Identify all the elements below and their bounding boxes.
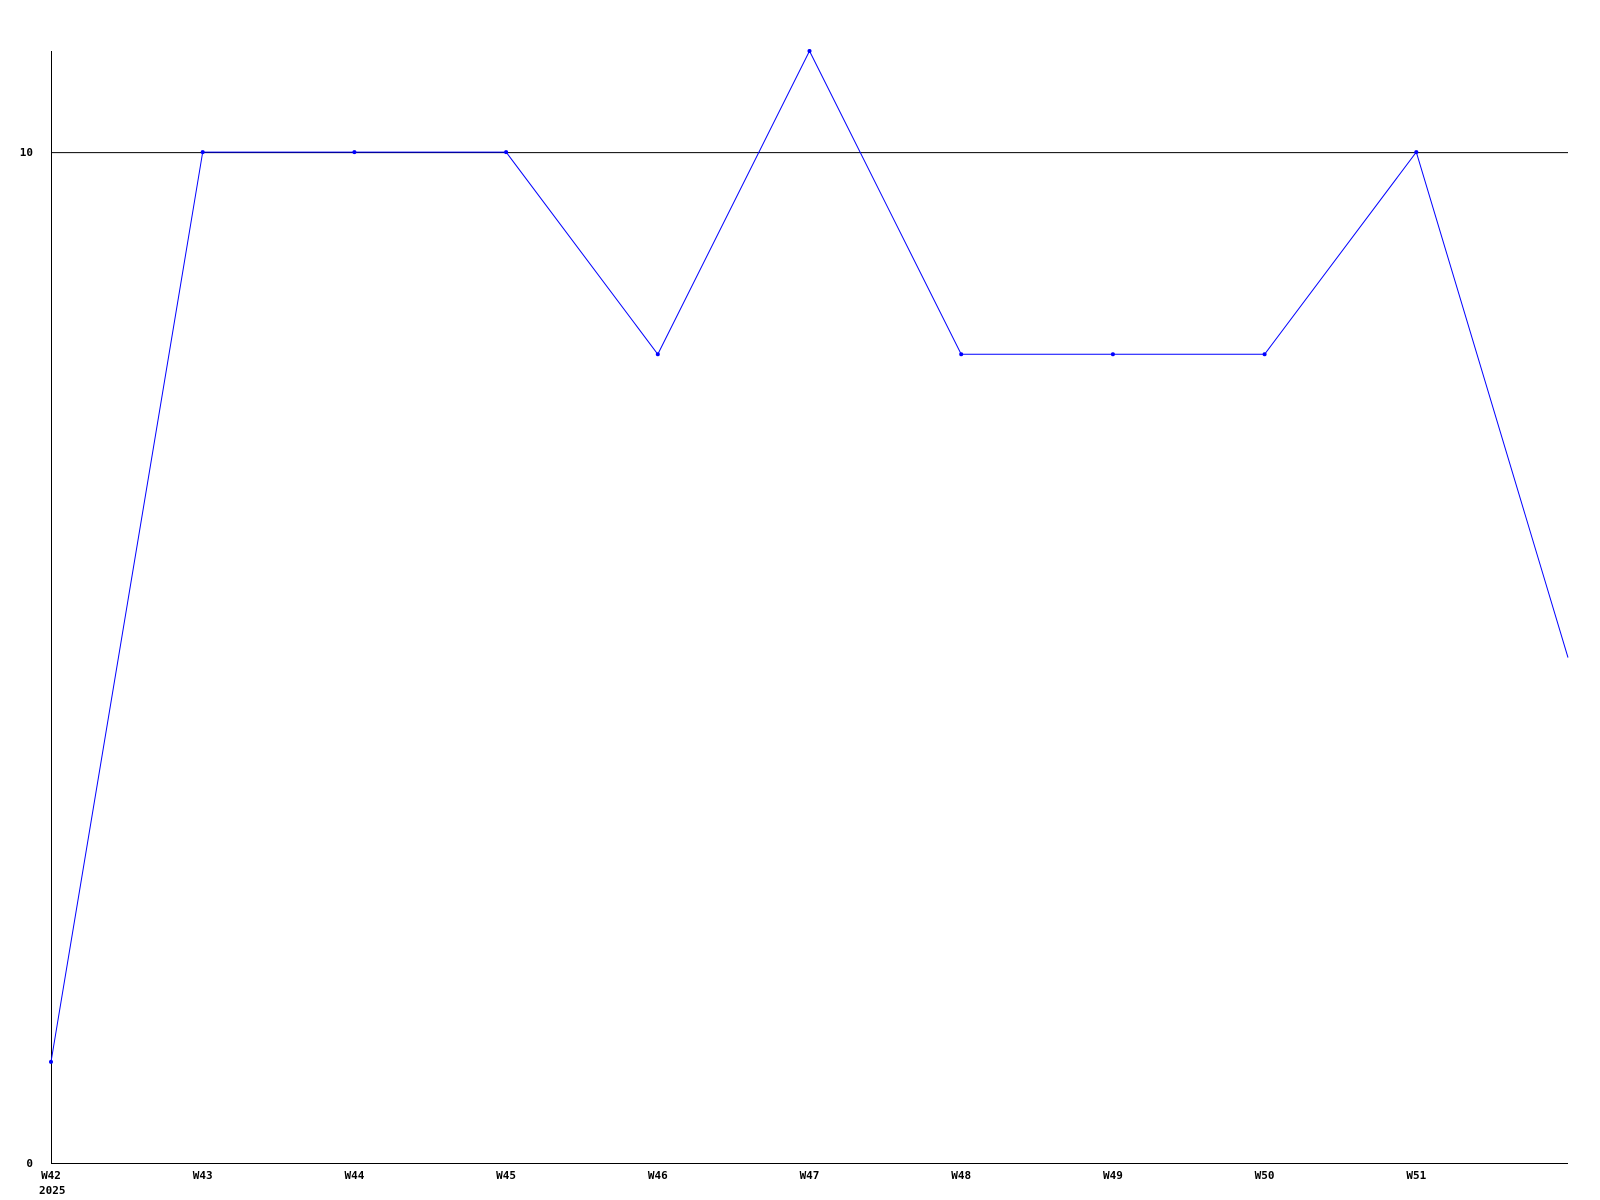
x-tick-label: W42 (41, 1169, 61, 1182)
x-tick-label: W43 (193, 1169, 213, 1182)
data-point (655, 352, 660, 357)
data-point (959, 352, 964, 357)
y-tick-label: 10 (20, 146, 33, 159)
y-tick-labels: 0 10 (20, 146, 33, 1170)
x-tick-label: W50 (1255, 1169, 1275, 1182)
x-tick-label: W46 (648, 1169, 668, 1182)
data-point (200, 150, 205, 155)
x-tick-label: W49 (1103, 1169, 1123, 1182)
x-tick-label: W51 (1406, 1169, 1426, 1182)
data-point (504, 150, 509, 155)
x-tick-label: W44 (344, 1169, 364, 1182)
x-tick-labels: W42 W43 W44 W45 W46 W47 W48 W49 W50 W51 (41, 1169, 1427, 1182)
data-point (807, 49, 812, 53)
data-point (1110, 352, 1115, 357)
data-point (49, 1059, 53, 1064)
series-line (50, 49, 1569, 1062)
y-tick-label: 0 (26, 1157, 33, 1170)
data-point (1414, 150, 1419, 155)
x-tick-label: W48 (951, 1169, 971, 1182)
data-point (352, 150, 357, 155)
axes (51, 51, 1568, 1164)
x-tick-label: W45 (496, 1169, 516, 1182)
x-year-label: 2025 (39, 1184, 66, 1197)
data-point (1262, 352, 1267, 357)
x-tick-label: W47 (800, 1169, 820, 1182)
series (49, 49, 1569, 1064)
